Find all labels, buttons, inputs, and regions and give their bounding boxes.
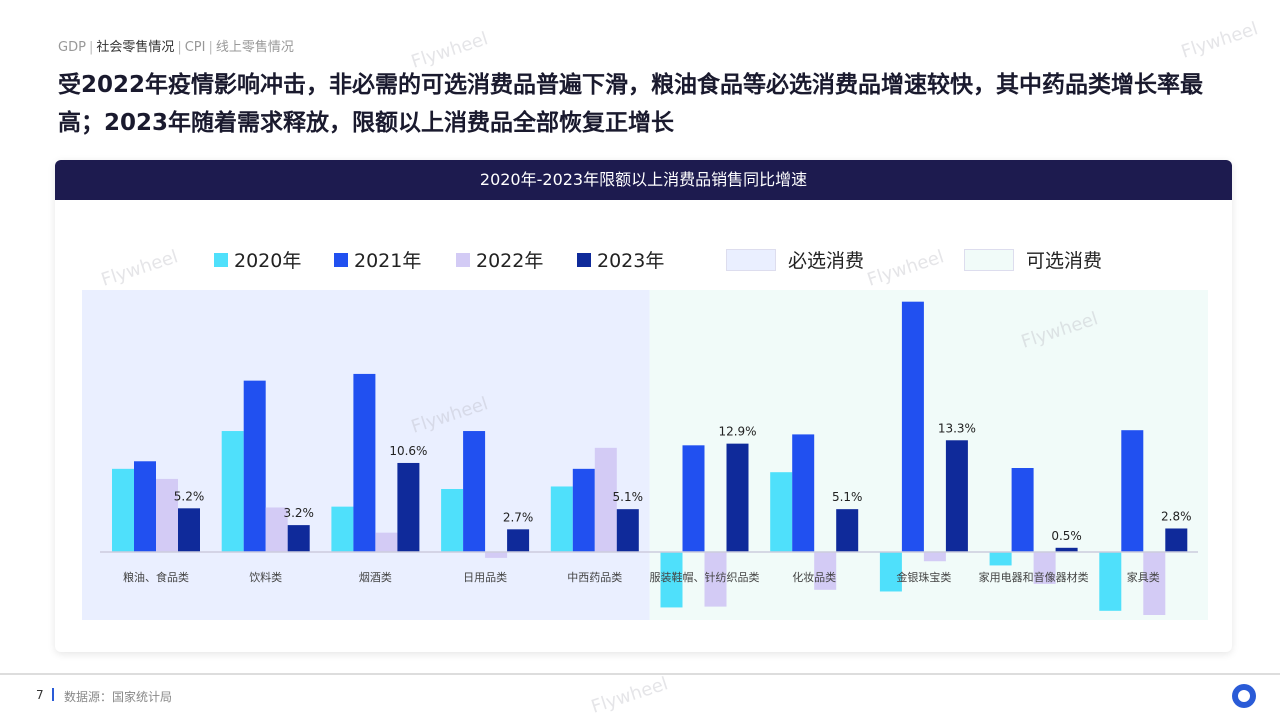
bar-2022年-粮油、食品类 <box>156 478 178 552</box>
bar-2023年-粮油、食品类 <box>178 508 200 552</box>
bar-2022年-中西药品类 <box>594 447 617 552</box>
bar-2022年-服装鞋帽、针纺织品类 <box>704 552 727 607</box>
nav-cpi[interactable]: CPI <box>184 40 206 55</box>
bar-2021年-中西药品类 <box>572 468 595 552</box>
bar-2023年-化妆品类 <box>836 509 859 552</box>
category-label: 家用电器和音像器材类 <box>979 570 1089 584</box>
category-label: 饮料类 <box>249 570 282 584</box>
bar-2023年-家具类 <box>1165 528 1188 552</box>
bar-2023年-日用品类 <box>507 529 530 552</box>
bar-2023年-金银珠宝类 <box>945 440 968 552</box>
brand-logo-icon <box>1232 684 1256 708</box>
bar-2020年-金银珠宝类 <box>879 552 902 592</box>
bar-2022年-日用品类 <box>485 552 508 558</box>
bar-2021年-日用品类 <box>463 431 486 552</box>
bar-2023年-中西药品类 <box>616 509 639 552</box>
bar-2020年-化妆品类 <box>770 472 793 552</box>
data-label: 2.8% <box>1161 509 1192 523</box>
footer-divider <box>0 673 1280 675</box>
bar-2020年-粮油、食品类 <box>112 468 134 552</box>
bar-2022年-家具类 <box>1143 552 1166 615</box>
bar-2020年-日用品类 <box>441 489 464 552</box>
data-label: 10.6% <box>389 444 427 458</box>
bar-2020年-饮料类 <box>221 431 244 552</box>
legend-2022: 2022年 <box>456 246 543 273</box>
category-label: 服装鞋帽、针纺织品类 <box>650 570 760 584</box>
page-number: 7 <box>36 688 44 702</box>
category-label: 粮油、食品类 <box>123 570 189 584</box>
bar-2021年-烟酒类 <box>353 373 376 552</box>
bar-2023年-烟酒类 <box>397 462 420 552</box>
data-label: 5.1% <box>613 490 644 504</box>
category-label: 中西药品类 <box>567 570 622 584</box>
category-label: 日用品类 <box>463 570 507 584</box>
legend-2020: 2020年 <box>214 246 301 273</box>
bar-2023年-家用电器和音像器材类 <box>1055 547 1078 552</box>
bar-2022年-饮料类 <box>265 507 288 552</box>
category-label: 金银珠宝类 <box>896 570 951 584</box>
bar-2022年-化妆品类 <box>814 552 837 590</box>
category-label: 化妆品类 <box>792 570 836 584</box>
data-label: 5.1% <box>832 490 863 504</box>
legend-optional: 可选消费 <box>964 246 1102 273</box>
data-source: 数据源：国家统计局 <box>64 690 173 704</box>
bar-2022年-金银珠宝类 <box>923 552 946 562</box>
bar-2023年-服装鞋帽、针纺织品类 <box>726 443 749 552</box>
bar-2021年-服装鞋帽、针纺织品类 <box>682 445 705 552</box>
footer-separator <box>52 688 54 701</box>
data-label: 12.9% <box>718 425 756 439</box>
bar-2021年-化妆品类 <box>792 434 815 552</box>
bar-2021年-粮油、食品类 <box>134 461 156 552</box>
bar-2022年-烟酒类 <box>375 532 398 552</box>
data-label: 3.2% <box>283 506 314 520</box>
data-label: 5.2% <box>174 489 205 503</box>
bar-2020年-烟酒类 <box>331 506 354 552</box>
bar-2021年-家具类 <box>1121 430 1144 552</box>
category-label: 烟酒类 <box>359 570 392 584</box>
legend-essential: 必选消费 <box>726 246 864 273</box>
bar-2021年-饮料类 <box>243 380 266 552</box>
legend-2021: 2021年 <box>334 246 421 273</box>
legend-2023: 2023年 <box>577 246 664 273</box>
headline: 受2022年疫情影响冲击，非必需的可选消费品普遍下滑，粮油食品等必选消费品增速较… <box>58 72 1204 136</box>
data-label: 0.5% <box>1051 529 1082 543</box>
nav-gdp[interactable]: GDP <box>58 40 86 55</box>
bar-2022年-家用电器和音像器材类 <box>1033 552 1056 584</box>
nav-retail[interactable]: 社会零售情况 <box>96 40 175 55</box>
bar-2023年-饮料类 <box>287 525 310 552</box>
bar-2020年-中西药品类 <box>550 486 573 552</box>
category-label: 家具类 <box>1127 570 1160 584</box>
chart-title: 2020年-2023年限额以上消费品销售同比增速 <box>55 160 1232 200</box>
data-label: 2.7% <box>503 510 534 524</box>
bar-2020年-家具类 <box>1099 552 1122 611</box>
data-label: 13.3% <box>938 421 976 435</box>
bar-2020年-服装鞋帽、针纺织品类 <box>660 552 683 608</box>
bar-2021年-家用电器和音像器材类 <box>1011 468 1034 552</box>
bar-2020年-家用电器和音像器材类 <box>989 552 1012 566</box>
nav-online[interactable]: 线上零售情况 <box>215 40 294 55</box>
bar-2021年-金银珠宝类 <box>901 301 924 552</box>
breadcrumb-nav: GDP | 社会零售情况 | CPI | 线上零售情况 <box>58 40 294 55</box>
